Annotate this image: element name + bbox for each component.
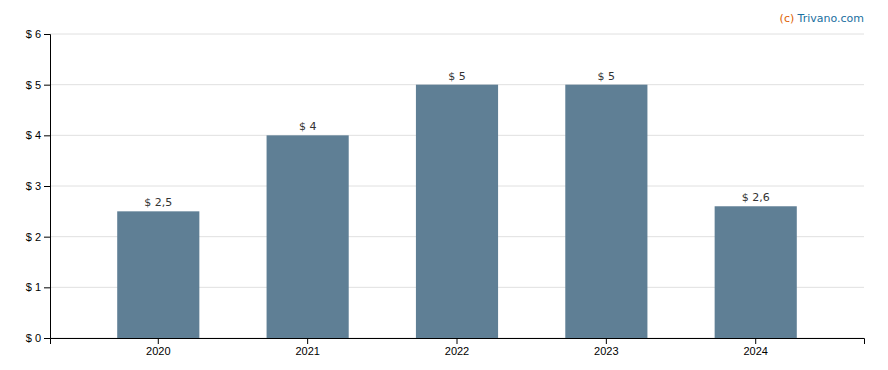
x-tick: 2021 [295,338,319,357]
bar [267,135,349,338]
x-axis: 2020 2021 2022 2023 2024 [51,338,865,357]
grid-line [50,34,864,35]
y-tick-label: $ 6 [26,28,41,40]
x-tick-mark [307,338,308,344]
y-tick-label: $ 4 [26,129,41,141]
x-tick-label: 2023 [594,345,618,357]
data-labels: $ 2,5 $ 4 $ 5 $ 5 $ 2,6 [144,70,769,210]
chart: $ 0$ 1$ 2$ 3$ 4$ 5$ 62020202120222023202… [0,0,888,370]
watermark: (c)Trivano.com [780,12,864,25]
x-tick-label: 2021 [295,345,319,357]
x-tick-mark [158,338,159,344]
y-tick: $ 2 [26,231,50,243]
y-tick-mark [44,85,50,86]
y-axis-line [44,35,51,339]
x-tick: 2023 [594,338,618,357]
x-tick: 2024 [743,338,767,357]
plot: $ 0$ 1$ 2$ 3$ 4$ 5$ 62020202120222023202… [26,28,865,357]
grid [50,34,864,338]
y-tick: $ 4 [26,129,50,141]
x-tick-mark [606,338,607,344]
y-tick-label: $ 1 [26,281,41,293]
y-tick-label: $ 2 [26,231,41,243]
y-tick-label: $ 0 [26,332,41,344]
bars [117,85,797,338]
y-tick-label: $ 5 [26,79,41,91]
annotation: (c) [780,12,795,25]
data-label: $ 5 [448,70,466,83]
x-tick-mark [755,338,756,344]
y-tick-mark [44,338,50,339]
bar [117,211,199,338]
x-tick-mark [457,338,458,344]
y-tick-label: $ 3 [26,180,41,192]
x-tick-label: 2020 [146,345,170,357]
annotation: Trivano.com [797,12,864,25]
x-tick: 2020 [146,338,170,357]
y-tick-mark [44,287,50,288]
x-axis-line [51,339,865,345]
bar [715,206,797,338]
y-tick-mark [44,135,50,136]
y-tick: $ 6 [26,28,50,40]
y-tick-mark [44,186,50,187]
data-label: $ 4 [299,120,317,133]
x-tick: 2022 [445,338,469,357]
x-tick-label: 2024 [743,345,767,357]
bar [416,85,498,338]
y-tick: $ 3 [26,180,50,192]
x-tick-label: 2022 [445,345,469,357]
data-label: $ 2,5 [144,196,172,209]
y-axis: $ 0 $ 1 $ 2 $ 3 $ 4 $ 5 $ 6 [26,28,51,344]
bar [565,85,647,338]
data-label: $ 5 [598,70,616,83]
y-tick: $ 0 [26,332,50,344]
y-tick: $ 1 [26,281,50,293]
y-tick-mark [44,237,50,238]
y-tick-mark [44,34,50,35]
y-tick: $ 5 [26,79,50,91]
data-label: $ 2,6 [742,191,770,204]
